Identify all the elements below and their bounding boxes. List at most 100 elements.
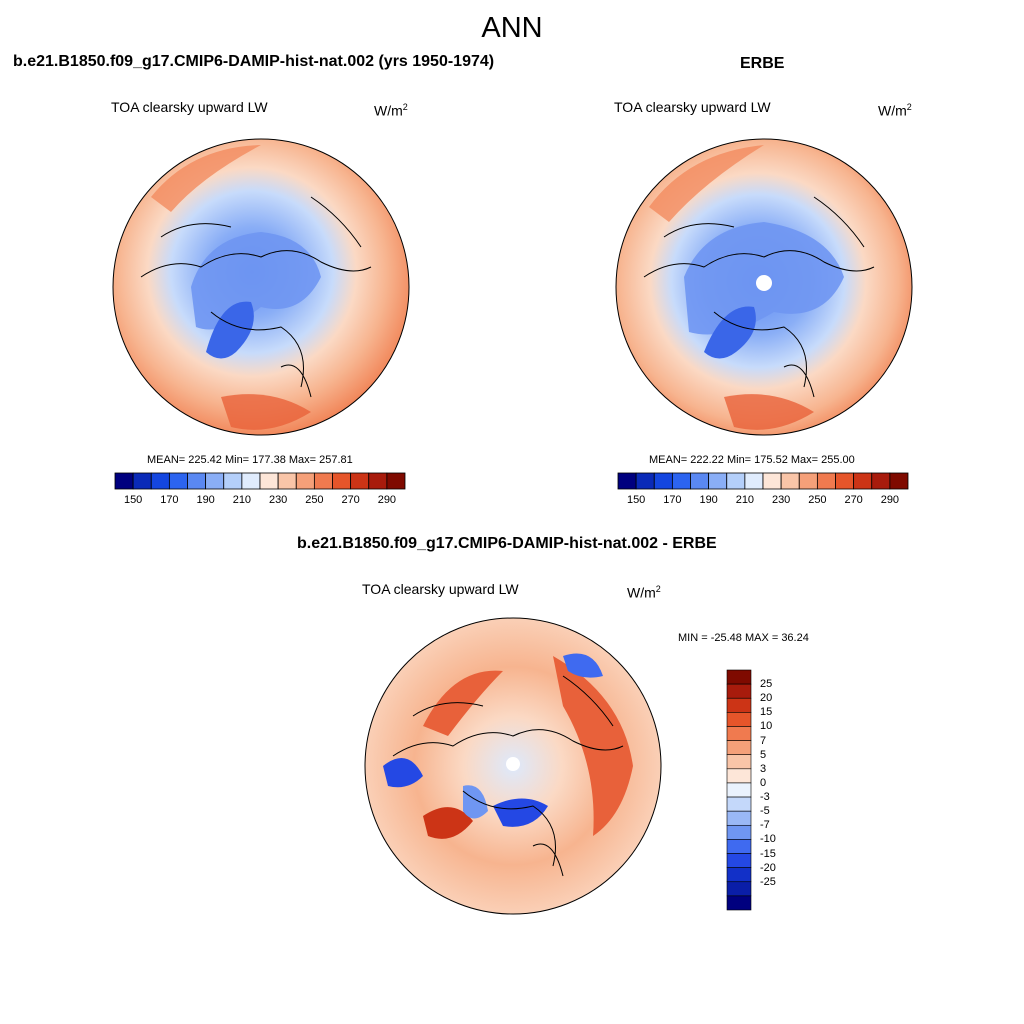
diff-colorbar-tick-label: -25 xyxy=(760,875,776,888)
obs-warm-sector-n xyxy=(649,145,764,222)
model-colorbar-swatch xyxy=(332,472,352,490)
diff-colorbar-swatch xyxy=(726,867,752,883)
diff-colorbar-tick-label: -7 xyxy=(760,819,770,832)
diff-colorbar-tick-label: 7 xyxy=(760,734,767,747)
model-colorbar-swatch xyxy=(313,472,333,490)
season-title: ANN xyxy=(481,12,543,44)
model-case-title: b.e21.B1850.f09_g17.CMIP6-DAMIP-hist-nat… xyxy=(13,53,495,70)
model-colorbar-tick-label: 170 xyxy=(160,494,179,506)
diff-colorbar-labels: 25 20 15 10 7 5 3 0 -3 -5 -7 -10 -15 -20 -25 xyxy=(760,670,800,910)
obs-pole-hole xyxy=(756,275,772,291)
model-polar-map xyxy=(112,138,410,436)
obs-variable-label: TOA clearsky upward LW xyxy=(614,99,771,115)
model-colorbar-tick-label: 190 xyxy=(196,494,215,506)
obs-colorbar-swatch xyxy=(617,472,637,490)
diff-colorbar-tick-label: -10 xyxy=(760,833,776,846)
obs-colorbar-swatch xyxy=(835,472,855,490)
obs-colorbar-swatch xyxy=(635,472,655,490)
obs-colorbar-swatch xyxy=(762,472,782,490)
obs-stats: MEAN= 222.22 Min= 175.52 Max= 255.00 xyxy=(649,454,855,466)
diff-colorbar-swatch xyxy=(726,712,752,727)
obs-colorbar-labels: 150 170 190 210 230 250 270 290 xyxy=(618,494,908,508)
diff-cold-patch-south xyxy=(493,798,548,827)
obs-warm-sector-s xyxy=(724,394,814,430)
model-colorbar-swatch xyxy=(132,472,152,490)
model-colorbar-swatch xyxy=(368,472,388,490)
diff-colorbar-swatch xyxy=(726,754,752,770)
diff-cold-patch-greenland xyxy=(383,758,423,788)
model-colorbar-swatch xyxy=(114,472,134,490)
model-colorbar-swatch xyxy=(205,472,225,490)
diff-colorbar-tick-label: 3 xyxy=(760,762,767,775)
diff-colorbar-swatch xyxy=(726,768,752,784)
obs-colorbar-swatch xyxy=(671,472,691,490)
diff-pole-hole xyxy=(506,757,520,771)
diff-colorbar-swatch xyxy=(726,895,752,911)
obs-colorbar-swatch xyxy=(853,472,873,490)
obs-colorbar-tick-label: 170 xyxy=(663,494,682,506)
diff-colorbar-swatch xyxy=(726,796,752,812)
model-colorbar-swatch xyxy=(259,472,279,490)
obs-colorbar-tick-label: 190 xyxy=(699,494,718,506)
model-colorbar-swatch xyxy=(241,472,261,490)
model-colorbar-swatch xyxy=(295,472,315,490)
model-colorbar-tick-label: 230 xyxy=(268,494,288,506)
obs-colorbar xyxy=(617,472,909,490)
diff-colorbar-swatch xyxy=(726,726,752,741)
obs-colorbar-swatch xyxy=(726,472,746,490)
model-warm-sector-s xyxy=(221,394,311,430)
obs-case-title: ERBE xyxy=(740,55,785,72)
model-colorbar-tick-label: 290 xyxy=(377,494,397,506)
diff-colorbar-tick-label: 25 xyxy=(760,678,773,691)
model-colorbar-tick-label: 250 xyxy=(305,494,324,506)
diff-colorbar-swatch xyxy=(726,881,752,897)
model-colorbar-swatch xyxy=(350,472,370,490)
diff-cold-patch-ne xyxy=(563,653,603,678)
obs-colorbar-tick-label: 230 xyxy=(771,494,791,506)
diff-colorbar-tick-label: 15 xyxy=(760,706,773,719)
obs-units-label: W/m2 xyxy=(878,102,912,119)
model-colorbar-swatch xyxy=(168,472,188,490)
diff-colorbar-swatch xyxy=(726,810,752,826)
obs-polar-map xyxy=(615,138,913,436)
obs-colorbar-swatch xyxy=(871,472,891,490)
diff-colorbar-swatch xyxy=(726,697,752,713)
obs-colorbar-tick-label: 290 xyxy=(880,494,900,506)
diff-colorbar-swatch xyxy=(726,740,752,756)
diff-colorbar-swatch xyxy=(726,853,752,868)
model-stats: MEAN= 225.42 Min= 177.38 Max= 257.81 xyxy=(147,454,353,466)
diff-colorbar-swatch xyxy=(726,839,752,854)
diff-colorbar xyxy=(726,669,752,911)
diff-units-label: W/m2 xyxy=(627,584,661,601)
model-units-label: W/m2 xyxy=(374,102,408,119)
model-colorbar-swatch xyxy=(277,472,297,490)
obs-colorbar-swatch xyxy=(780,472,800,490)
model-colorbar xyxy=(114,472,406,490)
model-coastlines xyxy=(140,196,372,398)
obs-colorbar-swatch xyxy=(816,472,836,490)
obs-colorbar-swatch xyxy=(889,472,909,490)
diff-colorbar-tick-label: -20 xyxy=(760,861,776,874)
model-colorbar-swatch xyxy=(150,472,170,490)
obs-colorbar-tick-label: 250 xyxy=(808,494,827,506)
obs-colorbar-swatch xyxy=(690,472,710,490)
diff-colorbar-swatch xyxy=(726,824,752,840)
diff-cold-patch-center xyxy=(463,785,488,819)
diff-colorbar-tick-label: -5 xyxy=(760,805,770,818)
model-colorbar-swatch xyxy=(187,472,207,490)
model-colorbar-swatch xyxy=(223,472,243,490)
model-greenland-cold xyxy=(206,301,254,359)
model-warm-sector-n xyxy=(151,145,261,212)
obs-colorbar-swatch xyxy=(744,472,764,490)
diff-colorbar-swatch xyxy=(726,669,752,685)
diff-minmax: MIN = -25.48 MAX = 36.24 xyxy=(678,632,809,644)
model-colorbar-swatch xyxy=(386,472,406,490)
diff-colorbar-tick-label: 0 xyxy=(760,776,767,789)
obs-colorbar-tick-label: 270 xyxy=(844,494,863,506)
diff-colorbar-tick-label: 10 xyxy=(760,720,773,733)
diff-warm-patch-sw xyxy=(423,807,473,839)
diff-polar-map xyxy=(364,617,662,915)
obs-colorbar-swatch xyxy=(708,472,728,490)
obs-colorbar-swatch xyxy=(653,472,673,490)
diff-colorbar-tick-label: -15 xyxy=(760,847,776,860)
